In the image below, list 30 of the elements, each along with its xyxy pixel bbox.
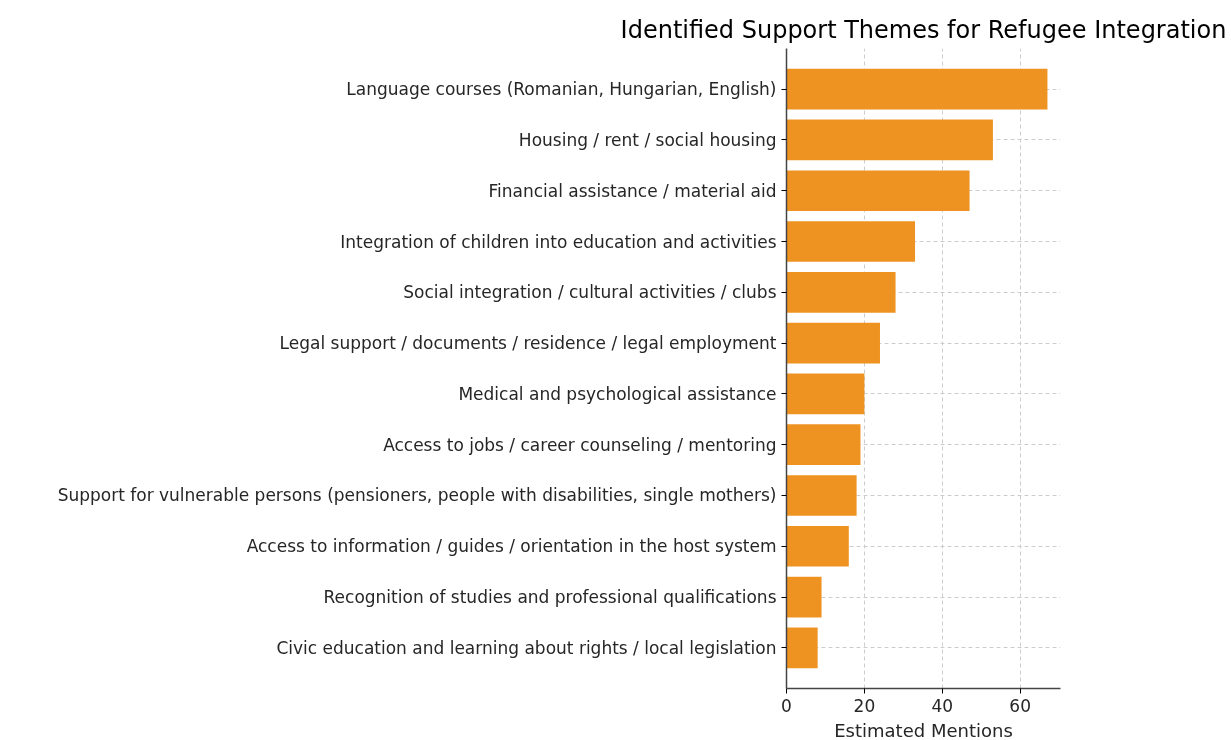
x-tick-label: 40 (931, 695, 954, 716)
x-tick-label: 0 (781, 695, 792, 716)
y-tick-label: Support for vulnerable persons (pensioners, people with disabilities, single mothers) (57, 485, 777, 506)
bar (786, 170, 970, 212)
y-tick-label: Social integration / cultural activities / clubs (403, 282, 777, 303)
y-tick-label: Integration of children into education and activities (340, 231, 777, 252)
y-tick-label: Language courses (Romanian, Hungarian, English) (346, 79, 777, 100)
y-tick-label: Recognition of studies and professional qualifications (323, 587, 777, 608)
y-tick-label: Medical and psychological assistance (458, 383, 777, 404)
chart-title: Identified Support Themes for Refugee Integration (620, 15, 1227, 44)
x-axis-title: Estimated Mentions (834, 719, 1013, 740)
bar (786, 373, 865, 415)
bar (786, 68, 1048, 110)
bar (786, 576, 822, 618)
x-tick-label: 20 (853, 695, 876, 716)
y-tick-label: Civic education and learning about rights / local legislation (276, 637, 777, 658)
bar (786, 119, 993, 161)
y-tick-label: Housing / rent / social housing (518, 129, 777, 150)
y-tick-label: Legal support / documents / residence / legal employment (279, 333, 777, 354)
bar (786, 221, 916, 262)
y-tick-label: Access to jobs / career counseling / mentoring (383, 434, 777, 455)
bar (786, 424, 861, 466)
y-tick-label: Access to information / guides / orientation in the host system (246, 536, 777, 557)
bar (786, 475, 857, 516)
bar (786, 525, 849, 567)
bar (786, 627, 818, 669)
x-tick-label: 60 (1009, 695, 1032, 716)
y-tick-label: Financial assistance / material aid (488, 180, 777, 201)
bar (786, 271, 896, 313)
bar (786, 322, 880, 364)
